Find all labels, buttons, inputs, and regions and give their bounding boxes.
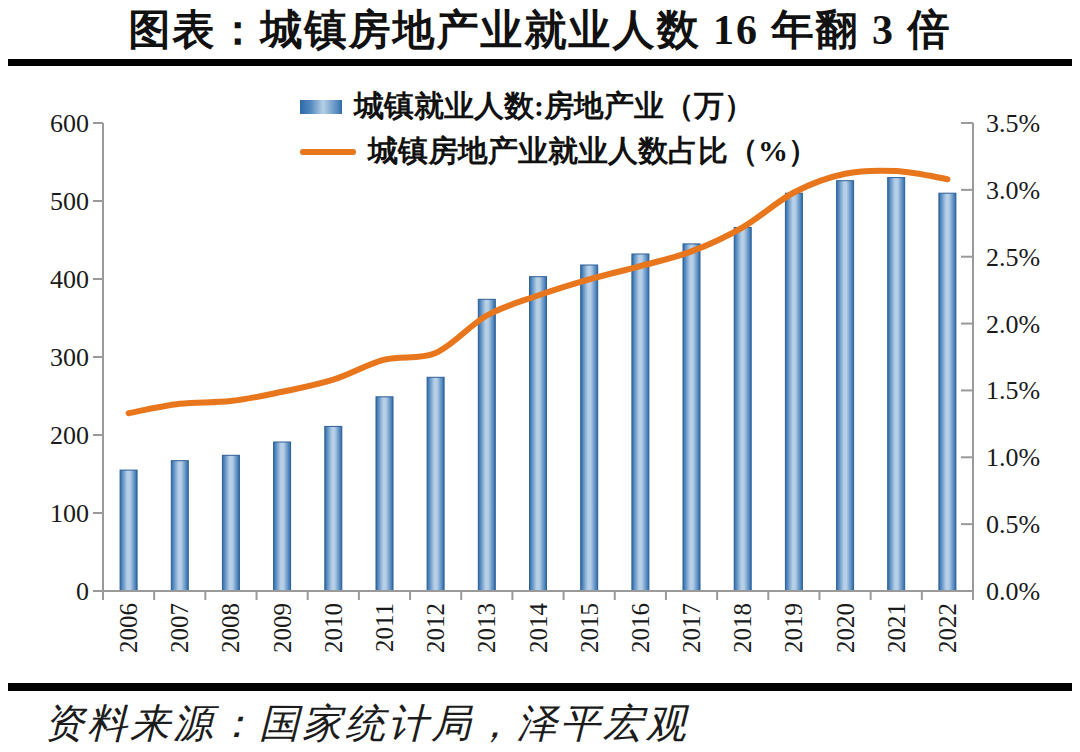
bar-2008 bbox=[222, 455, 239, 591]
year-label-2015: 2015 bbox=[576, 603, 603, 653]
footer-divider bbox=[8, 683, 1072, 691]
right-tick-label: 3.5% bbox=[986, 109, 1040, 138]
year-label-2019: 2019 bbox=[780, 603, 807, 653]
year-label-2013: 2013 bbox=[473, 603, 500, 653]
right-tick-label: 1.5% bbox=[986, 376, 1040, 405]
year-label-2021: 2021 bbox=[883, 603, 910, 653]
year-label-2014: 2014 bbox=[525, 603, 552, 654]
bar-2011 bbox=[376, 397, 393, 591]
year-label-2017: 2017 bbox=[678, 603, 705, 653]
year-label-2018: 2018 bbox=[729, 603, 756, 653]
bar-2006 bbox=[120, 470, 137, 591]
chart-canvas: 600 500 400 300 200 100 0 3.5% 3.0% 2.5% 2.0% 1.5% 1… bbox=[0, 0, 1080, 752]
left-tick-label: 0 bbox=[76, 577, 89, 606]
year-label-2022: 2022 bbox=[934, 603, 961, 653]
bar-2020 bbox=[837, 181, 854, 591]
year-label-2008: 2008 bbox=[217, 603, 244, 653]
bar-2009 bbox=[274, 442, 291, 591]
bar-2017 bbox=[683, 244, 700, 591]
right-tick-label: 3.0% bbox=[986, 176, 1040, 205]
year-label-2020: 2020 bbox=[832, 603, 859, 653]
bar-2016 bbox=[632, 254, 649, 591]
year-label-2012: 2012 bbox=[422, 603, 449, 653]
left-tick-label: 300 bbox=[50, 343, 89, 372]
source-note: 资料来源：国家统计局，泽平宏观 bbox=[44, 696, 689, 751]
bar-2018 bbox=[734, 228, 751, 592]
bar-2022 bbox=[939, 193, 956, 591]
left-tick-label: 400 bbox=[50, 265, 89, 294]
year-label-2006: 2006 bbox=[115, 603, 142, 653]
right-tick-label: 0.0% bbox=[986, 577, 1040, 606]
bar-2019 bbox=[785, 193, 802, 591]
bar-2007 bbox=[171, 461, 188, 591]
right-tick-label: 2.5% bbox=[986, 243, 1040, 272]
year-label-2007: 2007 bbox=[166, 603, 193, 653]
bar-2015 bbox=[581, 265, 598, 591]
bar-2013 bbox=[478, 299, 495, 591]
right-tick-label: 0.5% bbox=[986, 510, 1040, 539]
right-tick-label: 1.0% bbox=[986, 443, 1040, 472]
bar-2014 bbox=[530, 277, 547, 591]
year-label-2010: 2010 bbox=[320, 603, 347, 653]
left-tick-label: 600 bbox=[50, 109, 89, 138]
right-tick-label: 2.0% bbox=[986, 310, 1040, 339]
year-label-2016: 2016 bbox=[627, 603, 654, 653]
left-tick-label: 200 bbox=[50, 421, 89, 450]
bar-2012 bbox=[427, 377, 444, 591]
left-tick-label: 100 bbox=[50, 499, 89, 528]
year-label-2009: 2009 bbox=[269, 603, 296, 653]
page: 图表：城镇房地产业就业人数 16 年翻 3 倍 城镇就业人数:房地产业（万） 城… bbox=[0, 0, 1080, 752]
year-label-2011: 2011 bbox=[371, 603, 398, 652]
left-tick-label: 500 bbox=[50, 187, 89, 216]
bar-2021 bbox=[888, 178, 905, 591]
bar-2010 bbox=[325, 426, 342, 591]
